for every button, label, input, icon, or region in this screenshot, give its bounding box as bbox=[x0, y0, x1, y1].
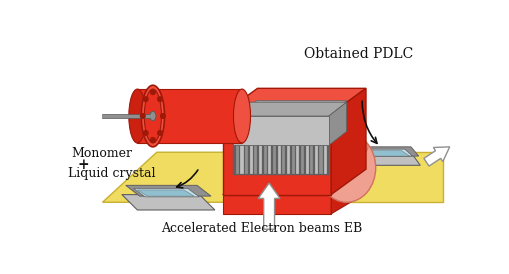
Polygon shape bbox=[263, 119, 266, 174]
Polygon shape bbox=[235, 119, 238, 174]
Polygon shape bbox=[232, 116, 328, 145]
Polygon shape bbox=[328, 102, 346, 145]
Polygon shape bbox=[222, 195, 330, 214]
Polygon shape bbox=[259, 119, 262, 174]
Polygon shape bbox=[222, 88, 365, 114]
Polygon shape bbox=[314, 119, 317, 174]
Circle shape bbox=[143, 97, 148, 101]
Circle shape bbox=[143, 131, 148, 135]
Polygon shape bbox=[102, 152, 357, 202]
Polygon shape bbox=[287, 119, 290, 174]
Polygon shape bbox=[282, 119, 285, 174]
Circle shape bbox=[140, 114, 145, 118]
Polygon shape bbox=[126, 185, 211, 196]
Text: Obtained PDLC: Obtained PDLC bbox=[303, 47, 412, 61]
Circle shape bbox=[157, 131, 162, 135]
Polygon shape bbox=[235, 101, 346, 118]
Polygon shape bbox=[232, 102, 346, 116]
Polygon shape bbox=[330, 181, 354, 214]
Polygon shape bbox=[305, 119, 308, 174]
Polygon shape bbox=[342, 155, 419, 165]
Ellipse shape bbox=[325, 135, 367, 158]
Polygon shape bbox=[300, 119, 303, 174]
Polygon shape bbox=[324, 119, 327, 174]
Polygon shape bbox=[303, 152, 443, 202]
Circle shape bbox=[160, 114, 165, 118]
Circle shape bbox=[150, 90, 155, 95]
Polygon shape bbox=[232, 116, 328, 175]
Bar bbox=[102, 114, 153, 118]
Polygon shape bbox=[344, 147, 418, 156]
Bar bbox=[102, 115, 153, 118]
Polygon shape bbox=[245, 119, 248, 174]
Polygon shape bbox=[137, 190, 193, 196]
Polygon shape bbox=[291, 119, 294, 174]
Ellipse shape bbox=[144, 89, 161, 143]
Polygon shape bbox=[354, 151, 409, 156]
Polygon shape bbox=[222, 114, 330, 195]
Polygon shape bbox=[133, 189, 199, 197]
Polygon shape bbox=[137, 89, 242, 143]
Polygon shape bbox=[351, 149, 412, 156]
Polygon shape bbox=[319, 119, 322, 174]
FancyArrow shape bbox=[423, 147, 449, 166]
Polygon shape bbox=[240, 119, 243, 174]
Polygon shape bbox=[222, 181, 354, 195]
Ellipse shape bbox=[233, 89, 250, 143]
Text: Liquid crystal: Liquid crystal bbox=[68, 167, 155, 180]
Polygon shape bbox=[254, 119, 257, 174]
Ellipse shape bbox=[141, 85, 164, 147]
Polygon shape bbox=[272, 119, 275, 174]
Text: Monomer: Monomer bbox=[71, 147, 132, 160]
Circle shape bbox=[157, 97, 162, 101]
Ellipse shape bbox=[317, 133, 375, 202]
Text: Accelerated Electron beams EB: Accelerated Electron beams EB bbox=[160, 222, 361, 235]
Ellipse shape bbox=[129, 89, 146, 143]
Ellipse shape bbox=[150, 112, 156, 121]
FancyArrow shape bbox=[258, 183, 279, 229]
Text: +: + bbox=[77, 158, 89, 172]
Polygon shape bbox=[249, 119, 252, 174]
Polygon shape bbox=[277, 119, 280, 174]
Polygon shape bbox=[309, 119, 313, 174]
Polygon shape bbox=[122, 195, 214, 210]
Circle shape bbox=[150, 138, 155, 142]
Polygon shape bbox=[296, 119, 299, 174]
Polygon shape bbox=[330, 88, 365, 195]
Polygon shape bbox=[268, 119, 271, 174]
